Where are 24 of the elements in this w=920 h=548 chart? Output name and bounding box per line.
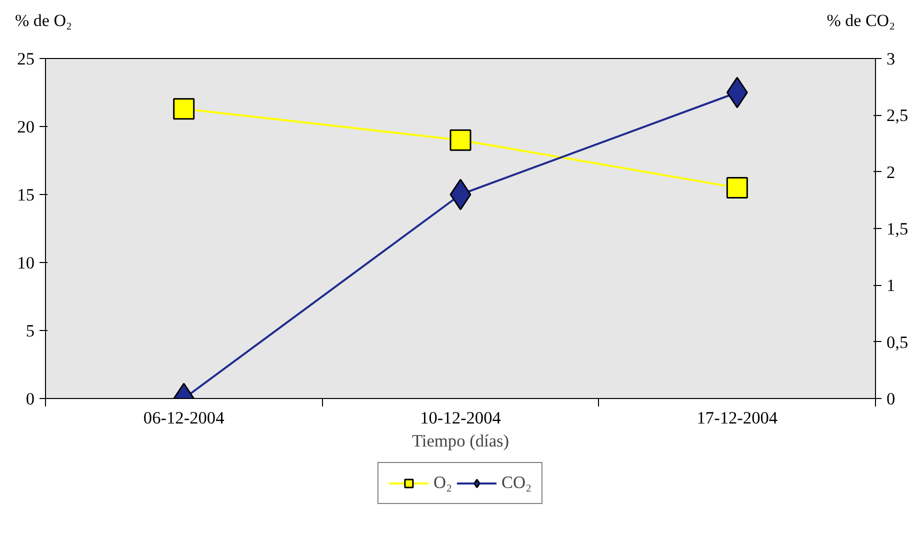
y2-tick-label: 2 — [886, 162, 896, 182]
y-tick-label: 15 — [17, 186, 34, 204]
point — [726, 176, 748, 198]
y-tick-label: 5 — [26, 322, 35, 340]
legend-label: O₂ — [433, 473, 453, 493]
y2-tick-label: 1,5 — [886, 220, 908, 238]
y2-tick-label: 1 — [886, 276, 896, 296]
y2-tick-label: 0,5 — [886, 332, 908, 352]
x-tick-label: 17-12-2004 — [696, 408, 778, 428]
y2-axis-title: % de CO₂ — [826, 10, 895, 32]
y-tick-label: 20 — [17, 118, 34, 136]
y-tick-label: 25 — [17, 50, 34, 68]
y2-tick-label: 3 — [886, 50, 896, 68]
point — [173, 98, 195, 120]
x-tick-label: 10-12-2004 — [420, 408, 502, 428]
y-axis-title: % de O₂ — [15, 10, 72, 32]
y-tick-label: 0 — [26, 390, 35, 408]
y2-tick-label: 0 — [886, 390, 896, 408]
x-tick-label: 06-12-2004 — [143, 408, 225, 428]
x-axis-title: Tiempo (días) — [412, 432, 510, 450]
y2-tick-label: 2,5 — [886, 106, 908, 126]
point — [450, 129, 472, 151]
legend-label: CO₂ — [501, 473, 532, 493]
y-tick-label: 10 — [17, 254, 34, 272]
